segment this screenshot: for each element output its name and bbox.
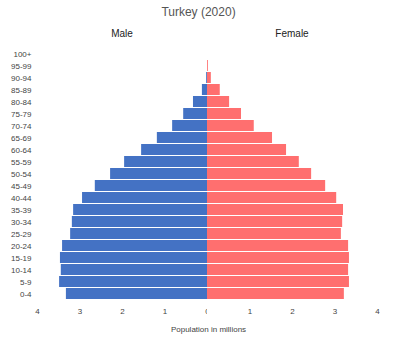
svg-text:90-94: 90-94 (11, 74, 32, 83)
svg-text:20-24: 20-24 (11, 242, 32, 251)
svg-text:0: 0 (205, 307, 207, 316)
svg-text:50-54: 50-54 (11, 170, 32, 179)
svg-text:30-34: 30-34 (11, 218, 32, 227)
svg-text:15-19: 15-19 (11, 254, 32, 263)
html-text:Population in millions: Population in millions (170, 325, 247, 334)
svg-text:55-59: 55-59 (11, 158, 32, 167)
svg-text:0-4: 0-4 (20, 290, 32, 299)
svg-text:4: 4 (375, 307, 380, 316)
svg-text:75-79: 75-79 (11, 110, 32, 119)
html-text:Female: Female (275, 28, 309, 39)
svg-text:2: 2 (290, 307, 295, 316)
svg-text:1: 1 (248, 307, 253, 316)
svg-text:2: 2 (120, 307, 125, 316)
svg-text:80-84: 80-84 (11, 98, 32, 107)
svg-text:85-89: 85-89 (11, 86, 32, 95)
svg-text:40-44: 40-44 (11, 194, 32, 203)
svg-text:5-9: 5-9 (20, 278, 32, 287)
svg-text:70-74: 70-74 (11, 122, 32, 131)
svg-text:3: 3 (333, 307, 338, 316)
svg-text:65-69: 65-69 (11, 134, 32, 143)
svg-text:10-14: 10-14 (11, 266, 32, 275)
svg-text:100+: 100+ (13, 50, 31, 59)
svg-text:25-29: 25-29 (11, 230, 32, 239)
svg-text:4: 4 (35, 307, 40, 316)
html-text:Turkey (2020): Turkey (2020) (161, 5, 236, 19)
svg-text:45-49: 45-49 (11, 182, 32, 191)
svg-text:1: 1 (163, 307, 168, 316)
svg-text:3: 3 (78, 307, 83, 316)
svg-text:95-99: 95-99 (11, 62, 32, 71)
svg-text:60-64: 60-64 (11, 146, 32, 155)
html-text:Male: Male (111, 28, 133, 39)
svg-text:35-39: 35-39 (11, 206, 32, 215)
